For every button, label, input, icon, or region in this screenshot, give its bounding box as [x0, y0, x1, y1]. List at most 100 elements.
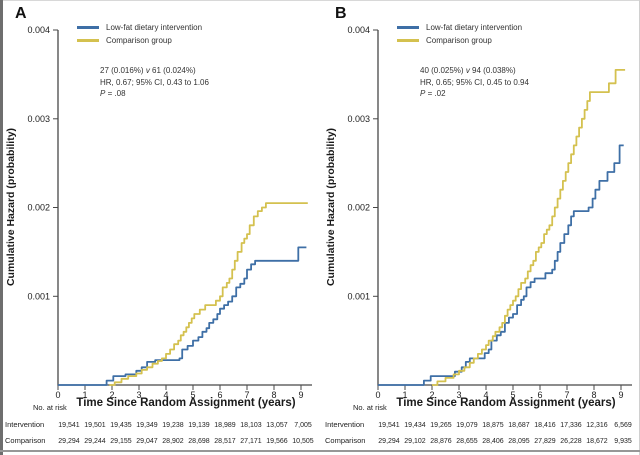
x-tick-label: 5 — [190, 390, 195, 400]
events-line: 27 (0.016%) v 61 (0.024%) — [100, 65, 209, 77]
risk-count: 19,139 — [188, 422, 210, 429]
risk-count: 29,294 — [58, 438, 80, 445]
risk-count: 19,238 — [162, 422, 184, 429]
risk-count: 18,875 — [482, 422, 504, 429]
x-axis-label: Time Since Random Assignment (years) — [396, 397, 616, 409]
versus: v — [463, 66, 473, 75]
intervention-line-swatch — [397, 26, 419, 29]
risk-count: 19,541 — [58, 422, 80, 429]
y-tick-label: 0.003 — [27, 114, 50, 124]
risk-count: 28,406 — [482, 438, 504, 445]
y-tick-label: 0.002 — [347, 203, 370, 213]
events-intervention: 27 (0.016%) — [100, 66, 144, 75]
y-tick-label: 0.004 — [347, 25, 370, 35]
x-tick-label: 6 — [217, 390, 222, 400]
x-tick-label: 2 — [109, 390, 114, 400]
x-tick-label: 8 — [271, 390, 276, 400]
legend: Low-fat dietary intervention Comparison … — [397, 23, 522, 49]
risk-row-label-comparison: Comparison — [5, 436, 46, 445]
legend-item-intervention: Low-fat dietary intervention — [77, 23, 202, 32]
risk-count: 10,505 — [292, 438, 314, 445]
x-tick-label: 4 — [483, 390, 488, 400]
frame-edge-top — [0, 0, 640, 1]
hr-line: HR, 0.65; 95% CI, 0.45 to 0.94 — [420, 77, 529, 87]
y-tick-label: 0.004 — [27, 25, 50, 35]
risk-count: 12,316 — [586, 422, 608, 429]
panel-b-plot-canvas: 0.001 0.002 0.003 0.004 0 1 2 3 4 5 6 7 8 9 19,541 19,4… — [347, 25, 632, 445]
legend: Low-fat dietary intervention Comparison … — [77, 23, 202, 49]
stats-annotation: 27 (0.016%) v 61 (0.024%) HR, 0.67; 95% … — [100, 65, 209, 100]
risk-count: 29,155 — [110, 438, 132, 445]
events-line: 40 (0.025%) v 94 (0.038%) — [420, 65, 529, 77]
hr-line: HR, 0.67; 95% CI, 0.43 to 1.06 — [100, 77, 209, 87]
y-tick-label: 0.003 — [347, 114, 370, 124]
panel-a-letter: A — [15, 5, 27, 22]
y-tick-label: 0.001 — [27, 291, 50, 301]
events-comparison: 94 (0.038%) — [472, 66, 516, 75]
p-symbol: P — [420, 89, 426, 98]
curve-intervention — [378, 144, 624, 386]
risk-count: 18,103 — [240, 422, 262, 429]
curve-comparison — [432, 69, 626, 386]
risk-count: 27,171 — [240, 438, 262, 445]
legend-label-intervention: Low-fat dietary intervention — [106, 23, 203, 32]
risk-count: 19,265 — [430, 422, 452, 429]
legend-item-comparison: Comparison group — [397, 36, 522, 45]
frame-edge-bottom — [0, 450, 640, 452]
risk-count: 19,501 — [84, 422, 106, 429]
p-symbol: P — [100, 89, 106, 98]
intervention-line-swatch — [77, 26, 99, 29]
risk-count: 28,517 — [214, 438, 236, 445]
risk-count: 18,989 — [214, 422, 236, 429]
risk-count: 28,698 — [188, 438, 210, 445]
x-tick-label: 9 — [618, 390, 623, 400]
panel-b: 0.001 0.002 0.003 0.004 0 1 2 3 4 5 6 7 8 9 19,541 19,4… — [320, 0, 640, 455]
events-comparison: 61 (0.024%) — [152, 66, 196, 75]
risk-table-header: No. at risk — [33, 403, 67, 412]
stats-annotation: 40 (0.025%) v 94 (0.038%) HR, 0.65; 95% … — [420, 65, 529, 100]
risk-count: 28,095 — [508, 438, 530, 445]
risk-count: 29,294 — [378, 438, 400, 445]
legend-label-comparison: Comparison group — [426, 36, 492, 45]
risk-count: 29,244 — [84, 438, 106, 445]
versus: v — [143, 66, 153, 75]
x-axis-label: Time Since Random Assignment (years) — [76, 397, 296, 409]
legend-label-intervention: Low-fat dietary intervention — [426, 23, 523, 32]
y-axis-label: Cumulative Hazard (probability) — [5, 127, 17, 287]
risk-count: 9,935 — [614, 438, 632, 445]
legend-item-comparison: Comparison group — [77, 36, 202, 45]
p-line: P = .08 — [100, 88, 209, 100]
x-tick-label: 4 — [163, 390, 168, 400]
risk-count: 28,876 — [430, 438, 452, 445]
x-tick-label: 0 — [375, 390, 380, 400]
y-tick-label: 0.002 — [27, 203, 50, 213]
x-tick-label: 5 — [510, 390, 515, 400]
x-tick-label: 8 — [591, 390, 596, 400]
panel-a-plot-canvas: 0.001 0.002 0.003 0.004 0 1 2 3 4 5 6 7 8 9 19,541 19,5… — [27, 25, 314, 445]
risk-count: 7,005 — [294, 422, 312, 429]
risk-count: 19,566 — [266, 438, 288, 445]
risk-count: 19,349 — [136, 422, 158, 429]
risk-count: 19,541 — [378, 422, 400, 429]
legend-item-intervention: Low-fat dietary intervention — [397, 23, 522, 32]
panel-b-letter: B — [335, 5, 347, 22]
risk-count: 29,102 — [404, 438, 426, 445]
comparison-line-swatch — [397, 39, 419, 42]
risk-count: 19,079 — [456, 422, 478, 429]
x-tick-label: 9 — [298, 390, 303, 400]
x-tick-label: 2 — [429, 390, 434, 400]
risk-count: 13,057 — [266, 422, 288, 429]
y-tick-label: 0.001 — [347, 291, 370, 301]
risk-count: 6,569 — [614, 422, 632, 429]
risk-count: 18,687 — [508, 422, 530, 429]
risk-row-label-intervention: Intervention — [5, 420, 45, 429]
frame-edge-left — [0, 0, 3, 455]
risk-table-header: No. at risk — [353, 403, 387, 412]
x-tick-label: 0 — [55, 390, 60, 400]
x-tick-label: 3 — [136, 390, 141, 400]
risk-count: 28,655 — [456, 438, 478, 445]
risk-row-label-comparison: Comparison — [325, 436, 366, 445]
risk-row-label-intervention: Intervention — [325, 420, 365, 429]
events-intervention: 40 (0.025%) — [420, 66, 464, 75]
risk-count: 19,434 — [404, 422, 426, 429]
